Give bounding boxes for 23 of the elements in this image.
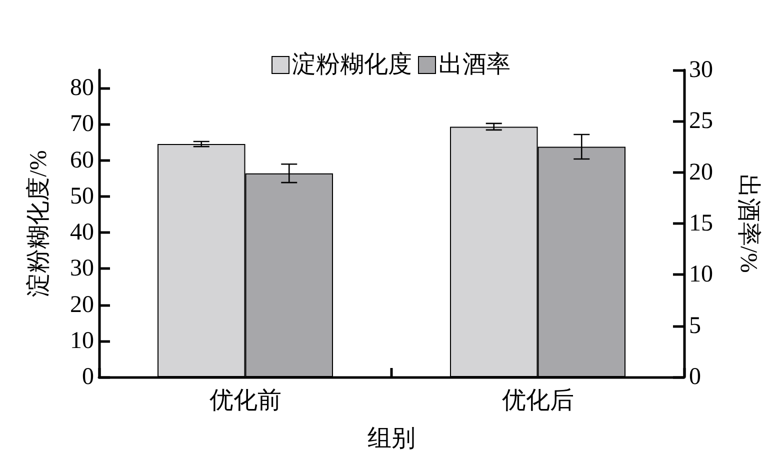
y-tick-label: 70 — [70, 111, 94, 138]
y2-tick-label: 20 — [689, 159, 713, 186]
y2-tick-label: 0 — [689, 364, 701, 390]
y-tick-label: 10 — [70, 328, 94, 354]
legend-label: 淀粉糊化度 — [292, 51, 412, 78]
y-tick-label: 30 — [70, 256, 94, 282]
y2-tick-label: 5 — [689, 312, 701, 339]
y-axis-title: 淀粉糊化度/% — [25, 150, 52, 297]
y-tick-label: 60 — [70, 147, 94, 174]
x-axis-title: 组别 — [368, 426, 416, 452]
y-tick-label: 50 — [70, 183, 94, 210]
y-tick-label: 80 — [70, 75, 94, 102]
y2-tick-label: 15 — [689, 210, 713, 236]
y2-tick-label: 25 — [689, 108, 713, 134]
y-tick-label: 40 — [70, 220, 94, 246]
y2-tick-label: 30 — [689, 57, 713, 83]
legend-label: 出酒率 — [438, 51, 510, 78]
y2-tick-label: 10 — [689, 262, 713, 288]
y2-axis-title: 出酒率/% — [735, 174, 762, 273]
y-tick-label: 0 — [82, 364, 94, 390]
x-tick-label: 优化后 — [502, 388, 574, 414]
y-tick-label: 20 — [70, 292, 94, 318]
x-tick-label: 优化前 — [209, 388, 282, 414]
